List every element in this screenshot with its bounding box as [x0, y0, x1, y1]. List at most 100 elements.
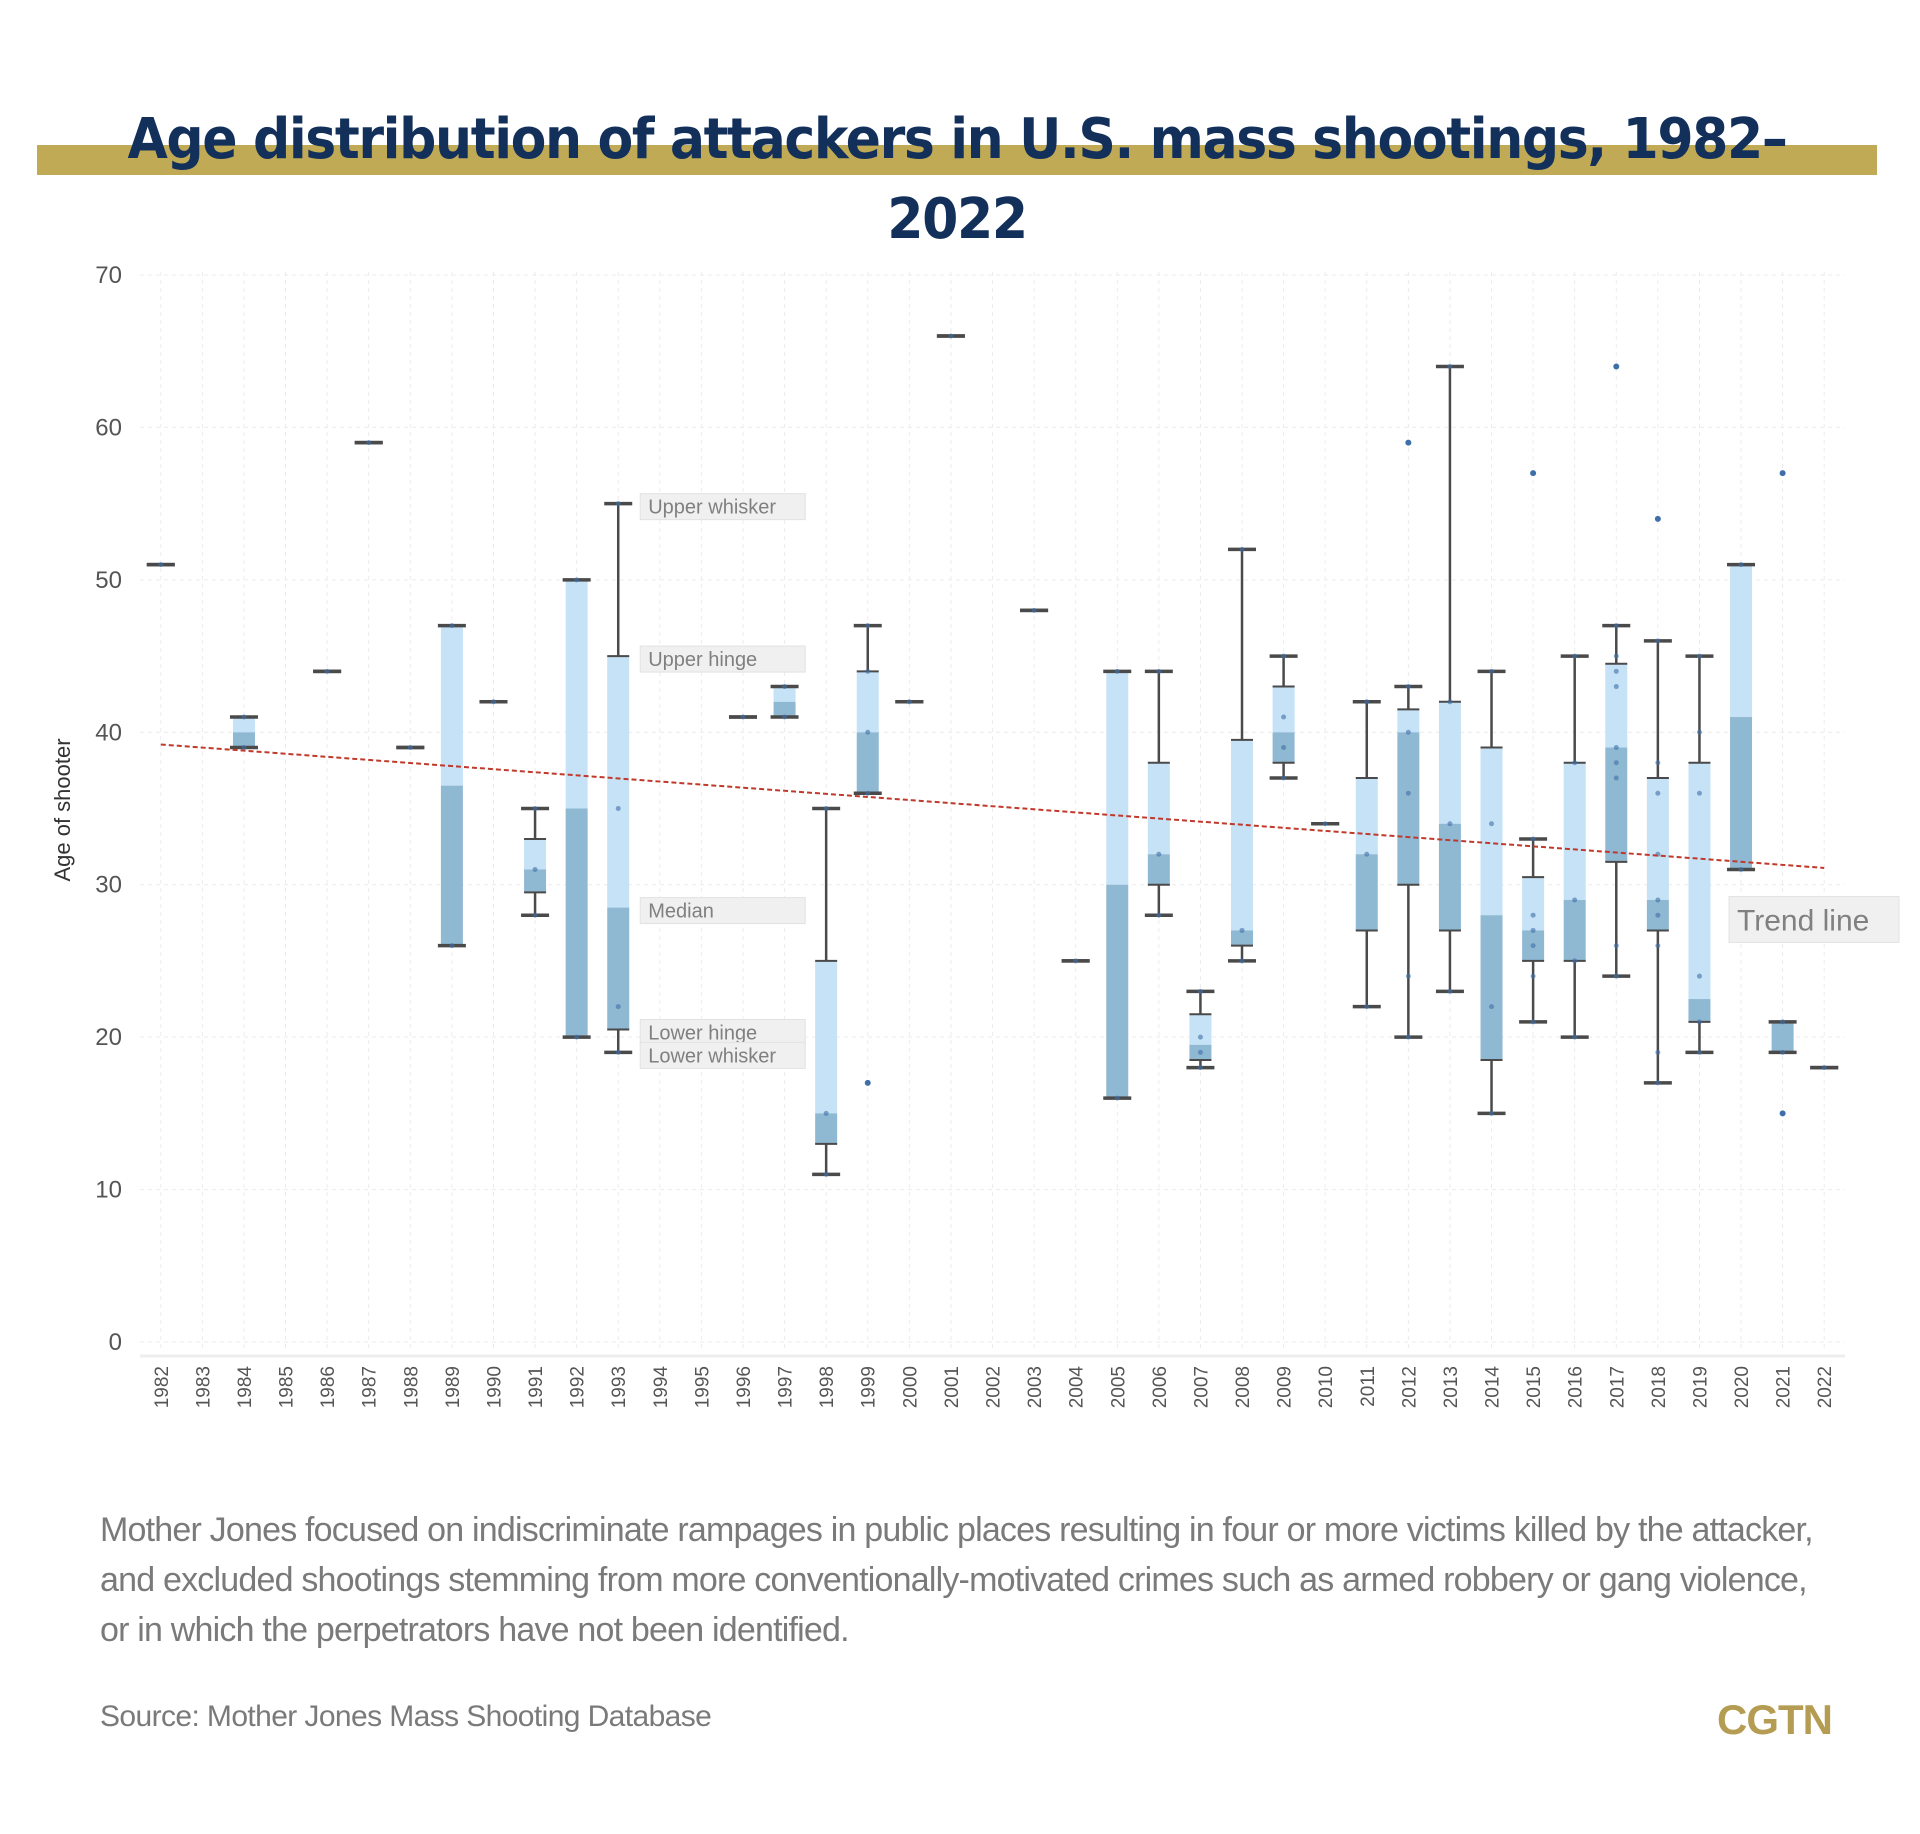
data-point	[615, 1049, 621, 1055]
lower-box	[1688, 999, 1711, 1022]
upper-box	[1106, 671, 1129, 885]
data-point	[1655, 1080, 1661, 1086]
box-1998	[812, 806, 841, 1177]
outlier-point	[1405, 439, 1412, 446]
upper-box	[815, 960, 838, 1114]
box-2010	[1311, 821, 1340, 827]
data-point	[1239, 546, 1245, 552]
upper-box	[1480, 747, 1503, 916]
box-2013	[1435, 363, 1464, 994]
outlier-point	[1779, 470, 1786, 477]
data-point	[1572, 958, 1578, 964]
y-tick-label: 50	[95, 567, 122, 594]
outlier-point	[1613, 363, 1620, 370]
lower-box	[232, 732, 255, 748]
data-point	[1572, 897, 1578, 903]
x-tick-label: 1991	[526, 1366, 547, 1408]
annotation-box	[639, 1019, 806, 1047]
data-point	[1655, 912, 1661, 918]
data-point	[1073, 958, 1079, 964]
x-tick-label: 2005	[1108, 1366, 1129, 1408]
box-1996	[728, 714, 757, 720]
data-point	[1821, 1065, 1827, 1071]
box-1992	[562, 577, 591, 1040]
data-point	[1655, 790, 1661, 796]
box-2011	[1352, 699, 1381, 1010]
y-tick-label: 10	[95, 1177, 122, 1204]
box-2007	[1186, 988, 1215, 1071]
data-point	[615, 1004, 621, 1010]
upper-box	[1231, 739, 1254, 931]
box-1999	[853, 623, 882, 1086]
x-tick-label: 1986	[318, 1366, 339, 1408]
x-tick-label: 2004	[1067, 1366, 1088, 1409]
x-tick-label: 2016	[1566, 1366, 1587, 1408]
annotations: Upper whisker Upper hinge Median Lower hing…	[639, 493, 1900, 1069]
data-point	[1613, 668, 1619, 674]
upper-box	[1688, 762, 1711, 1000]
x-tick-label: 2011	[1358, 1366, 1379, 1407]
x-tick-label: 2000	[900, 1366, 921, 1408]
box-1984	[229, 714, 258, 751]
annotation-label: Upper whisker	[648, 497, 776, 519]
data-point	[1447, 988, 1453, 994]
outlier-point	[1654, 515, 1661, 522]
y-tick-label: 40	[95, 719, 122, 746]
x-tick-label: 1984	[235, 1366, 256, 1409]
box-2009	[1269, 653, 1298, 781]
annotation-box	[639, 645, 806, 673]
data-point	[1530, 927, 1536, 933]
x-tick-label: 2020	[1732, 1366, 1753, 1408]
data-point	[1696, 729, 1702, 735]
data-point	[158, 562, 164, 568]
data-point	[1530, 973, 1536, 979]
upper-box	[440, 625, 463, 786]
data-point	[1281, 745, 1287, 751]
data-point	[1530, 912, 1536, 918]
box-1991	[521, 806, 550, 918]
data-point	[1197, 988, 1203, 994]
upper-box	[1438, 701, 1461, 824]
data-point	[1655, 943, 1661, 949]
box-2018	[1643, 515, 1672, 1086]
title-underline-bar	[37, 145, 1877, 175]
data-point	[1696, 1019, 1702, 1025]
box-2022	[1810, 1065, 1839, 1071]
lower-box	[1480, 915, 1503, 1061]
x-tick-label: 2014	[1483, 1366, 1504, 1409]
x-tick-label: 1999	[859, 1366, 880, 1408]
annotation-label: Lower hinge	[648, 1023, 757, 1045]
x-tick-label: 2008	[1233, 1366, 1254, 1408]
lower-box	[1563, 899, 1586, 961]
data-point	[1031, 607, 1037, 613]
upper-box	[1563, 762, 1586, 900]
data-point	[906, 699, 912, 705]
data-point	[782, 684, 788, 690]
box-2015	[1519, 470, 1548, 1025]
box-1982	[146, 562, 175, 568]
upper-box	[607, 656, 630, 908]
x-tick-label: 1996	[734, 1366, 755, 1408]
outlier-point	[864, 1079, 871, 1086]
data-point	[1572, 653, 1578, 659]
trend-line	[160, 743, 1825, 869]
data-point	[1114, 668, 1120, 674]
data-point	[1364, 1004, 1370, 1010]
annotation-label: Median	[648, 901, 714, 923]
grid-lines	[140, 272, 1845, 1358]
annotation-label: Lower whisker	[648, 1045, 776, 1067]
lower-box	[856, 732, 879, 794]
box-2004	[1061, 958, 1090, 964]
box-2012	[1394, 439, 1423, 1040]
chart-title: Age distribution of attackers in U.S. ma…	[127, 107, 1787, 252]
x-tick-label: 2017	[1607, 1366, 1628, 1408]
data-point	[1738, 866, 1744, 872]
data-point	[1405, 729, 1411, 735]
x-tick-label: 1990	[484, 1366, 505, 1408]
x-tick-label: 2007	[1191, 1366, 1212, 1408]
data-point	[1489, 1110, 1495, 1116]
data-point	[490, 699, 496, 705]
lower-box	[565, 808, 588, 1038]
lower-box	[1730, 717, 1753, 870]
data-point	[1613, 745, 1619, 751]
